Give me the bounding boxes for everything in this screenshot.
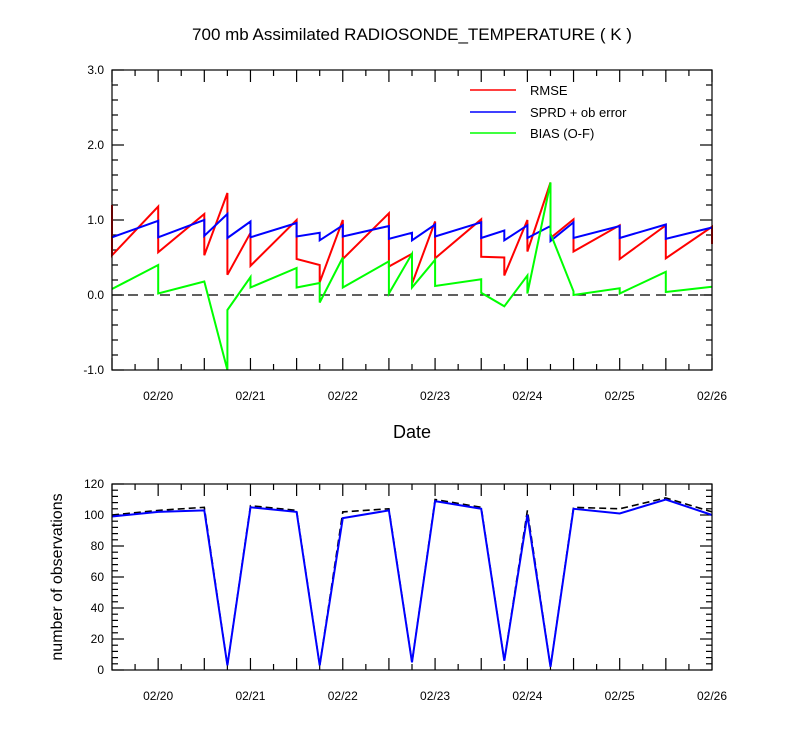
bottom-y-tick-label: 40 — [91, 601, 105, 615]
top-series-layer — [111, 182, 713, 371]
top-y-tick-label: -1.0 — [83, 363, 104, 377]
bottom-y-tick-label: 0 — [97, 663, 104, 677]
bottom-y-tick-label: 20 — [91, 632, 105, 646]
top-x-tick-label: 02/24 — [512, 389, 542, 403]
bottom-x-tick-label: 02/21 — [235, 689, 265, 703]
bottom-plot-frame — [111, 483, 713, 671]
top-x-tick-label: 02/26 — [697, 389, 727, 403]
legend-label-bias: BIAS (O-F) — [530, 126, 594, 141]
bottom-x-tick-label: 02/25 — [605, 689, 635, 703]
top-y-tick-label: 0.0 — [87, 288, 104, 302]
top-x-tick-label: 02/23 — [420, 389, 450, 403]
series-line-sprd-ob-error — [111, 211, 713, 244]
bottom-y-tick-label: 80 — [91, 539, 105, 553]
series-line-possible — [111, 497, 713, 668]
bottom-x-tick-label: 02/26 — [697, 689, 727, 703]
top-chart: 700 mb Assimilated RADIOSONDE_TEMPERATUR… — [83, 25, 727, 442]
top-x-tick-label: 02/20 — [143, 389, 173, 403]
bottom-series-layer — [111, 497, 713, 668]
bottom-x-tick-label: 02/23 — [420, 689, 450, 703]
bottom-x-tick-label: 02/24 — [512, 689, 542, 703]
top-x-tick-label: 02/22 — [328, 389, 358, 403]
top-y-tick-label: 1.0 — [87, 213, 104, 227]
bottom-chart: 02/20 02/21 02/22 02/23 02/24 02/25 02/26 0 20 40… — [49, 477, 727, 703]
bottom-y-axis-label: number of observations — [49, 493, 66, 660]
bottom-x-tick-label: 02/20 — [143, 689, 173, 703]
top-tick-layer: 02/20 02/21 02/22 02/23 02/24 02/25 02/26 -1.0 0… — [83, 63, 727, 403]
top-x-tick-label: 02/21 — [235, 389, 265, 403]
top-x-axis-label: Date — [393, 422, 431, 442]
series-line-assimilated — [111, 498, 713, 668]
bottom-y-tick-label: 60 — [91, 570, 105, 584]
top-y-tick-label: 3.0 — [87, 63, 104, 77]
top-x-tick-label: 02/25 — [605, 389, 635, 403]
top-y-tick-label: 2.0 — [87, 138, 104, 152]
legend: RMSE SPRD + ob error BIAS (O-F) — [470, 83, 627, 141]
bottom-y-tick-label: 100 — [84, 508, 104, 522]
legend-label-sprd: SPRD + ob error — [530, 105, 627, 120]
top-plot-frame — [111, 69, 713, 371]
top-chart-title: 700 mb Assimilated RADIOSONDE_TEMPERATUR… — [192, 25, 632, 44]
bottom-y-tick-label: 120 — [84, 477, 104, 491]
legend-label-rmse: RMSE — [530, 83, 568, 98]
bottom-x-tick-label: 02/22 — [328, 689, 358, 703]
series-line-bias-o-f — [111, 182, 713, 371]
